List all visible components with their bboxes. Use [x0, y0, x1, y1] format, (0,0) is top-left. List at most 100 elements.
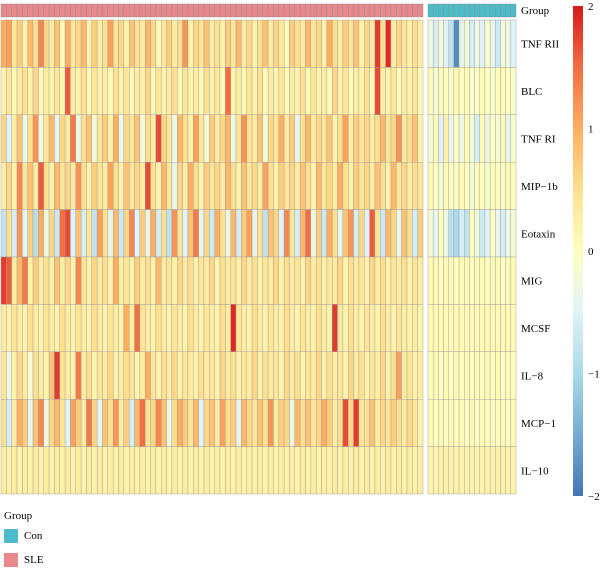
- heatmap-cell: [118, 256, 125, 305]
- heatmap-cell: [6, 114, 12, 163]
- annotation-cell-con: [443, 3, 449, 18]
- heatmap-cell: [374, 304, 381, 352]
- heatmap-cell: [59, 114, 66, 163]
- heatmap-cell: [80, 161, 87, 210]
- heatmap-cell: [139, 114, 146, 163]
- heatmap-cell: [48, 161, 55, 210]
- heatmap-cell: [54, 114, 60, 163]
- heatmap-cell: [225, 209, 231, 258]
- heatmap-cell: [91, 67, 98, 116]
- annotation-cell-sle: [54, 3, 60, 18]
- heatmap-cell: [484, 114, 491, 163]
- heatmap-cell: [369, 446, 376, 495]
- heatmap-cell: [315, 161, 322, 210]
- heatmap-cell: [353, 399, 360, 447]
- heatmap-cell: [118, 19, 125, 68]
- heatmap-cell: [396, 446, 402, 495]
- annotation-cell-sle: [380, 3, 386, 18]
- heatmap-cell: [505, 399, 512, 447]
- heatmap-cell: [495, 114, 501, 163]
- heatmap-cell: [177, 209, 183, 258]
- heatmap-cell: [182, 256, 189, 305]
- heatmap-cell: [358, 351, 365, 400]
- heatmap-cell: [22, 19, 28, 68]
- heatmap-cell: [321, 256, 328, 305]
- heatmap-cell: [241, 446, 247, 495]
- annotation-cell-con: [438, 3, 444, 18]
- heatmap-cell: [198, 209, 205, 258]
- heatmap-cell: [187, 19, 194, 68]
- heatmap-cell: [348, 399, 354, 447]
- heatmap-cell: [262, 19, 269, 68]
- heatmap-cell: [353, 209, 360, 258]
- heatmap-cell: [187, 446, 194, 495]
- heatmap-cell: [134, 399, 141, 447]
- heatmap-cell: [484, 256, 491, 305]
- heatmap-cell: [396, 399, 402, 447]
- annotation-cell-sle: [390, 3, 397, 18]
- heatmap-cell: [453, 19, 460, 68]
- heatmap-cell: [96, 19, 103, 68]
- heatmap-cell: [11, 67, 18, 116]
- heatmap-cell: [417, 256, 424, 305]
- heatmap-cell: [70, 209, 76, 258]
- annotation-cell-sle: [86, 3, 93, 18]
- heatmap-cell: [432, 161, 439, 210]
- heatmap-cell: [479, 304, 486, 352]
- heatmap-cell: [118, 304, 125, 352]
- heatmap-cell: [479, 161, 486, 210]
- annotation-cell-sle: [11, 3, 18, 18]
- annotation-cell-sle: [401, 3, 408, 18]
- heatmap-cell: [112, 304, 119, 352]
- heatmap-cell: [289, 446, 295, 495]
- heatmap-cell: [262, 67, 269, 116]
- heatmap-cell: [278, 209, 285, 258]
- heatmap-cell: [112, 19, 119, 68]
- heatmap-cell: [257, 351, 263, 400]
- annotation-cell-sle: [48, 3, 55, 18]
- heatmap-cell: [48, 209, 55, 258]
- heatmap-cell: [59, 256, 66, 305]
- heatmap-cell: [412, 351, 418, 400]
- heatmap-cell: [123, 19, 130, 68]
- heatmap-cell: [203, 399, 210, 447]
- row-label: MCSF: [521, 323, 550, 335]
- heatmap-cell: [505, 114, 512, 163]
- heatmap-cell: [177, 67, 183, 116]
- heatmap-cell: [187, 304, 194, 352]
- heatmap-cell: [364, 161, 370, 210]
- heatmap-cell: [267, 114, 274, 163]
- heatmap-cell: [43, 209, 50, 258]
- annotation-cell-sle: [246, 3, 253, 18]
- heatmap-cell: [283, 446, 290, 495]
- heatmap-cell: [32, 67, 39, 116]
- heatmap-cell: [337, 161, 344, 210]
- heatmap-cell: [241, 399, 247, 447]
- heatmap-cell: [283, 19, 290, 68]
- heatmap-cell: [401, 256, 408, 305]
- heatmap-cell: [177, 304, 183, 352]
- annotation-cell-sle: [337, 3, 344, 18]
- heatmap-cell: [246, 304, 253, 352]
- heatmap-cell: [448, 209, 455, 258]
- heatmap-cell: [38, 67, 44, 116]
- heatmap-cell: [500, 67, 506, 116]
- heatmap-cell: [177, 161, 183, 210]
- heatmap-cell: [32, 351, 39, 400]
- heatmap-cell: [353, 256, 360, 305]
- heatmap-cell: [134, 209, 141, 258]
- heatmap-cell: [390, 67, 397, 116]
- heatmap-cell: [489, 446, 496, 495]
- annotation-cell-sle: [27, 3, 34, 18]
- heatmap-cell: [369, 161, 376, 210]
- annotation-cell-sle: [278, 3, 285, 18]
- heatmap-cell: [464, 399, 470, 447]
- heatmap-cell: [64, 114, 71, 163]
- heatmap-cell: [358, 209, 365, 258]
- heatmap-cell: [96, 114, 103, 163]
- heatmap-cell: [64, 19, 71, 68]
- heatmap-cell: [27, 67, 34, 116]
- heatmap-cell: [310, 399, 317, 447]
- heatmap-cell: [150, 209, 157, 258]
- heatmap-cell: [54, 446, 60, 495]
